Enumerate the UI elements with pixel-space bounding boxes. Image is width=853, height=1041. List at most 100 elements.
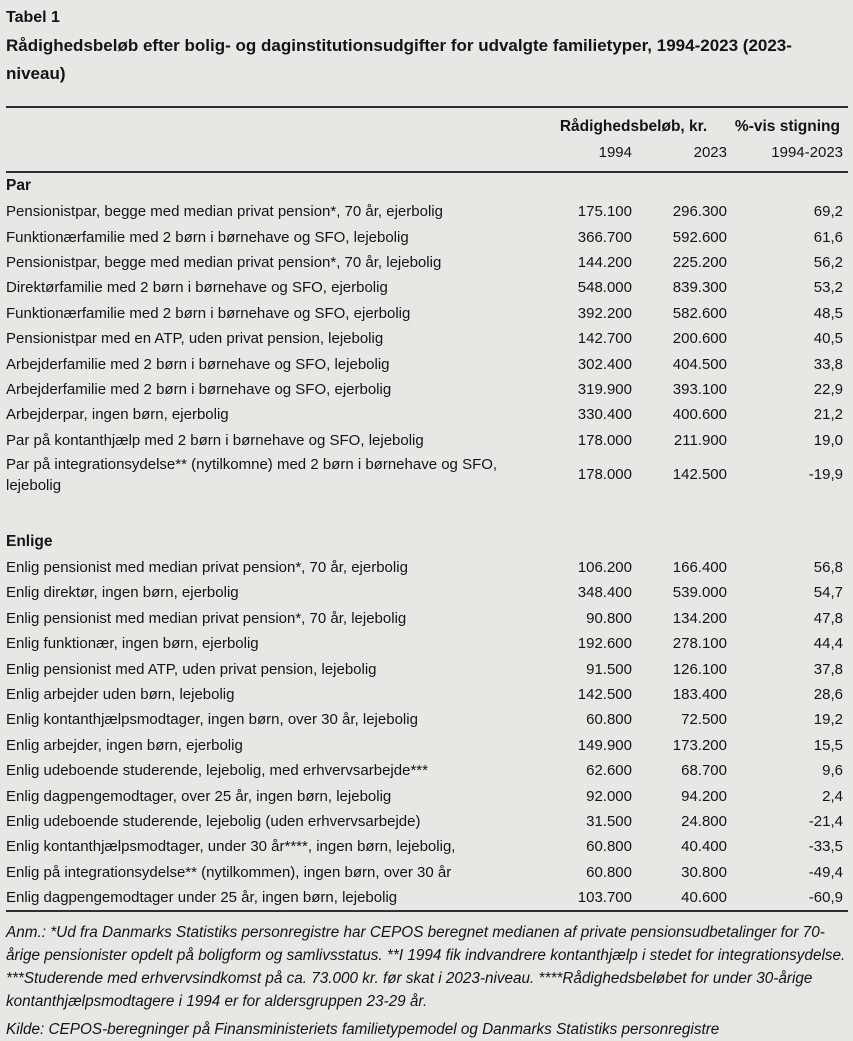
row-pct-change: 53,2 <box>813 279 843 297</box>
table-row: Direktørfamilie med 2 børn i børnehave o… <box>6 275 848 300</box>
row-value-2023: 166.400 <box>672 559 727 577</box>
row-label: Enlig arbejder, ingen børn, ejerbolig <box>6 736 243 754</box>
table-row: Enlig funktionær, ingen børn, ejerbolig … <box>6 631 848 656</box>
table-row: Pensionistpar, begge med median privat p… <box>6 199 848 224</box>
row-label: Enlig udeboende studerende, lejebolig, m… <box>6 762 428 780</box>
table-caption-label: Tabel 1 <box>6 9 60 26</box>
column-pct-header: %-vis stigning <box>734 118 840 135</box>
section-rows: Enlig pensionist med median privat pensi… <box>6 555 848 910</box>
row-value-2023: 400.600 <box>672 406 727 424</box>
row-value-2023: 211.900 <box>673 431 727 449</box>
row-value-1994: 548.000 <box>577 279 632 297</box>
row-pct-change: 21,2 <box>813 406 843 424</box>
row-label: Enlig pensionist med median privat pensi… <box>6 609 407 627</box>
row-value-1994: 60.800 <box>586 711 632 729</box>
row-label: Arbejderfamilie med 2 børn i børnehave o… <box>6 380 392 398</box>
row-label: Funktionærfamilie med 2 børn i børnehave… <box>6 304 411 322</box>
row-value-1994: 91.500 <box>586 660 632 678</box>
table-note-anm: Anm.: *Ud fra Danmarks Statistiks person… <box>6 924 846 1011</box>
row-value-1994: 319.900 <box>577 380 632 398</box>
row-label: Enlig pensionist med median privat pensi… <box>6 559 408 577</box>
row-value-2023: 839.300 <box>672 279 727 297</box>
table-top-rule <box>6 106 848 108</box>
row-value-1994: 175.100 <box>577 203 632 221</box>
row-value-2023: 278.100 <box>672 635 727 653</box>
table-header: Rådighedsbeløb, kr. %-vis stigning 1994 … <box>6 108 848 171</box>
column-year-2023: 2023 <box>693 144 727 161</box>
row-label: Enlig på integrationsydelse** (nytilkomm… <box>6 863 452 881</box>
row-value-1994: 149.900 <box>577 736 632 754</box>
table-section: Par Pensionistpar, begge med median priv… <box>6 173 848 497</box>
row-pct-change: 15,5 <box>813 736 843 754</box>
row-value-2023: 134.200 <box>672 609 727 627</box>
table-row: Enlig pensionist med median privat pensi… <box>6 606 848 631</box>
row-value-1994: 178.000 <box>577 431 632 449</box>
table-row: Pensionistpar, begge med median privat p… <box>6 250 848 275</box>
row-value-2023: 592.600 <box>672 228 727 246</box>
row-value-2023: 582.600 <box>672 304 727 322</box>
row-value-1994: 302.400 <box>577 355 632 373</box>
row-pct-change: -33,5 <box>808 838 843 856</box>
table-row: Par på integrationsydelse** (nytilkomne)… <box>6 453 848 497</box>
table-bottom-rule <box>6 910 848 913</box>
row-value-2023: 68.700 <box>681 762 727 780</box>
row-pct-change: -49,4 <box>808 863 843 881</box>
row-label: Enlig kontanthjælpsmodtager, ingen børn,… <box>6 711 418 729</box>
table-row: Enlig udeboende studerende, lejebolig, m… <box>6 758 848 783</box>
row-value-1994: 392.200 <box>577 304 632 322</box>
row-pct-change: 40,5 <box>813 330 843 348</box>
table-row: Enlig direktør, ingen børn, ejerbolig 34… <box>6 580 848 605</box>
table-row: Arbejderfamilie med 2 børn i børnehave o… <box>6 351 848 376</box>
table-row: Par på kontanthjælp med 2 børn i børneha… <box>6 428 848 453</box>
row-label: Enlig dagpengemodtager under 25 år, inge… <box>6 889 398 907</box>
section-header: Par <box>6 177 31 194</box>
row-value-1994: 142.500 <box>577 686 632 704</box>
section-header: Enlige <box>6 532 53 550</box>
row-value-1994: 192.600 <box>577 635 632 653</box>
table-caption-title: Rådighedsbeløb efter bolig- og daginstit… <box>6 36 792 83</box>
row-value-2023: 200.600 <box>672 330 727 348</box>
table-row: Enlig dagpengemodtager under 25 år, inge… <box>6 885 848 910</box>
section-rows: Pensionistpar, begge med median privat p… <box>6 199 848 497</box>
header-spacer <box>6 144 536 162</box>
row-pct-change: -19,9 <box>808 466 843 484</box>
table-section: Enlige Enlig pensionist med median priva… <box>6 529 848 910</box>
row-value-1994: 144.200 <box>577 253 632 271</box>
row-pct-change: 2,4 <box>822 787 843 805</box>
row-value-2023: 24.800 <box>681 813 727 830</box>
row-pct-change: 9,6 <box>822 762 843 780</box>
row-value-1994: 60.800 <box>586 838 632 856</box>
table-caption: Tabel 1 Rådighedsbeløb efter bolig- og d… <box>6 4 848 88</box>
row-value-2023: 225.200 <box>672 253 727 271</box>
row-value-1994: 106.200 <box>577 559 632 577</box>
table-row: Arbejderfamilie med 2 børn i børnehave o… <box>6 377 848 402</box>
row-pct-change: 44,4 <box>813 635 843 653</box>
row-value-2023: 393.100 <box>672 380 727 398</box>
row-value-2023: 142.500 <box>672 466 727 484</box>
row-value-1994: 142.700 <box>577 330 632 348</box>
table-notes: Anm.: *Ud fra Danmarks Statistiks person… <box>6 912 848 1041</box>
table-row: Enlig dagpengemodtager, over 25 år, inge… <box>6 783 848 808</box>
row-value-2023: 539.000 <box>672 584 727 602</box>
row-pct-change: 47,8 <box>813 609 843 627</box>
row-value-2023: 296.300 <box>672 203 727 221</box>
row-label: Pensionistpar med en ATP, uden privat pe… <box>6 330 384 348</box>
row-value-2023: 173.200 <box>672 736 727 754</box>
table-row: Enlig kontanthjælpsmodtager, ingen børn,… <box>6 707 848 732</box>
table-row: Enlig pensionist med ATP, uden privat pe… <box>6 656 848 681</box>
table-header-rule <box>6 171 848 173</box>
row-pct-change: 56,2 <box>813 253 843 271</box>
row-value-2023: 183.400 <box>672 686 727 704</box>
table-row: Enlig kontanthjælpsmodtager, under 30 år… <box>6 834 848 859</box>
row-pct-change: 22,9 <box>813 380 843 398</box>
row-label: Direktørfamilie med 2 børn i børnehave o… <box>6 279 388 297</box>
row-label: Par på kontanthjælp med 2 børn i børneha… <box>6 431 424 449</box>
row-label: Par på integrationsydelse** (nytilkomne)… <box>6 455 498 494</box>
table-row: Enlig udeboende studerende, lejebolig (u… <box>6 809 848 834</box>
row-label: Arbejderfamilie med 2 børn i børnehave o… <box>6 355 390 373</box>
row-value-2023: 126.100 <box>672 660 727 678</box>
row-value-2023: 72.500 <box>681 711 727 729</box>
row-pct-change: -21,4 <box>808 813 843 830</box>
table-row: Enlig pensionist med median privat pensi… <box>6 555 848 580</box>
